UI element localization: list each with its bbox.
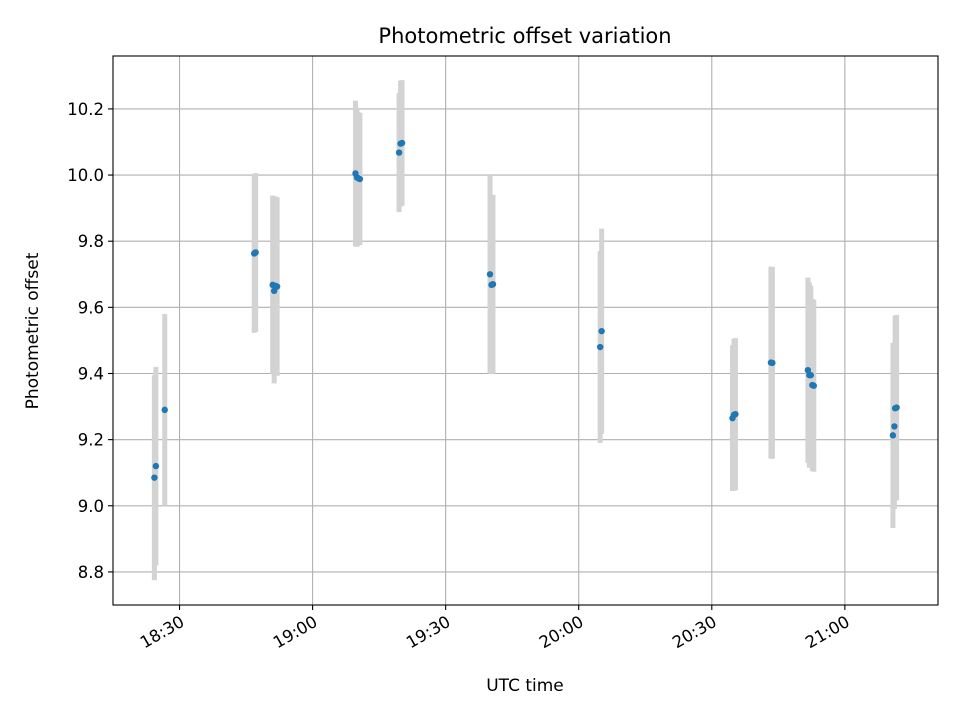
y-tick-label: 8.8	[78, 563, 104, 582]
data-point	[486, 271, 494, 278]
data-point	[273, 283, 281, 290]
data-point	[893, 404, 900, 411]
chart-title: Photometric offset variation	[378, 24, 671, 48]
data-point	[598, 327, 605, 335]
data-point	[252, 249, 259, 256]
plot-frame	[112, 55, 939, 606]
data-point	[889, 432, 897, 439]
data-point	[732, 410, 739, 418]
data-point	[804, 366, 812, 374]
y-tick-label: 9.0	[78, 497, 104, 516]
data-point	[356, 175, 364, 183]
data-point	[891, 423, 898, 430]
y-tick-label: 9.8	[78, 232, 104, 251]
data-points	[151, 139, 900, 481]
data-point	[810, 382, 818, 389]
data-point	[151, 474, 158, 481]
data-point	[596, 343, 604, 351]
data-point	[161, 406, 168, 414]
y-tick-label: 9.6	[78, 298, 104, 317]
data-point	[395, 149, 403, 156]
data-point	[398, 139, 406, 147]
data-point	[807, 371, 815, 379]
plot-area	[113, 56, 938, 605]
y-tick-label: 10.0	[67, 166, 104, 185]
y-tick-label: 10.2	[67, 100, 104, 119]
y-axis-label: Photometric offset	[23, 252, 43, 409]
grid-lines	[113, 56, 938, 605]
data-point	[769, 359, 776, 367]
y-tick-label: 9.4	[78, 364, 104, 383]
data-point	[489, 280, 497, 288]
y-tick-label: 9.2	[78, 431, 104, 450]
x-axis-label: UTC time	[486, 676, 564, 696]
data-point	[152, 462, 160, 470]
